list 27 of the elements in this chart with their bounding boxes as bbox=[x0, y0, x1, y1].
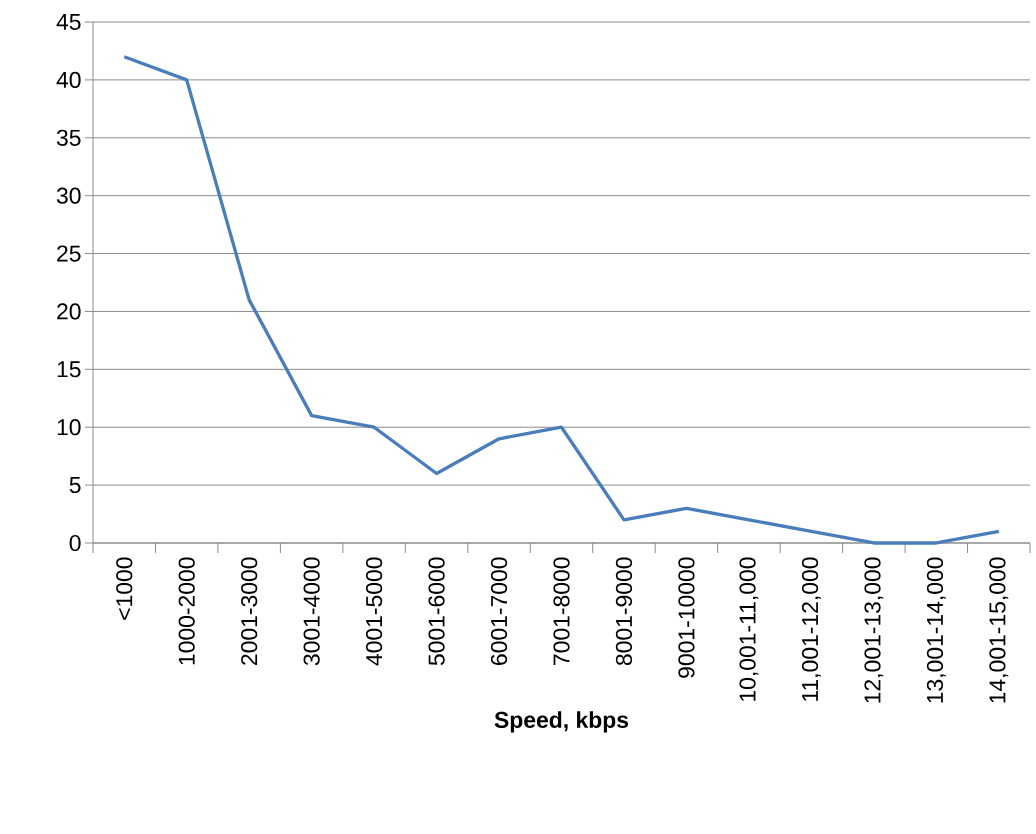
x-tick-label: 3001-4000 bbox=[303, 557, 320, 666]
x-tick-label: 2001-3000 bbox=[241, 557, 258, 665]
x-tick-label: <1000 bbox=[116, 557, 133, 620]
y-tick-label: 25 bbox=[57, 245, 81, 262]
y-tick-label: 10 bbox=[57, 419, 81, 436]
line-series bbox=[122, 55, 1001, 545]
x-tick-label: 8001-9000 bbox=[615, 557, 633, 666]
x-tick-label: 10,001-11,000 bbox=[739, 557, 759, 701]
y-tick-label: 20 bbox=[57, 303, 81, 320]
x-tick-label: 1000-2000 bbox=[178, 557, 195, 665]
x-tick-label: 14,001-15,000 bbox=[989, 557, 1009, 703]
y-tick-label: 0 bbox=[69, 534, 81, 552]
y-tick-label: 35 bbox=[56, 129, 81, 146]
x-tick-label: 5001-6000 bbox=[428, 557, 445, 666]
x-tick-label: 11,001-12,000 bbox=[801, 557, 821, 701]
x-tick-label: 7001-8000 bbox=[553, 557, 570, 665]
x-tick-label: 6001-7000 bbox=[490, 557, 508, 665]
y-tick-label: 30 bbox=[56, 187, 81, 204]
x-tick-label: 4001-5000 bbox=[365, 557, 383, 666]
x-axis-title: Speed, kbps bbox=[494, 711, 629, 733]
y-tick-label: 5 bbox=[69, 477, 81, 494]
y-tick-label: 45 bbox=[56, 14, 81, 30]
x-tick-label: 9001-10000 bbox=[678, 557, 695, 678]
y-tick-label: 15 bbox=[57, 361, 81, 378]
x-tick-label: 12,001-13,000 bbox=[864, 557, 884, 703]
x-tick-label: 13,001-14,000 bbox=[926, 557, 946, 703]
y-tick-label: 40 bbox=[56, 71, 81, 88]
